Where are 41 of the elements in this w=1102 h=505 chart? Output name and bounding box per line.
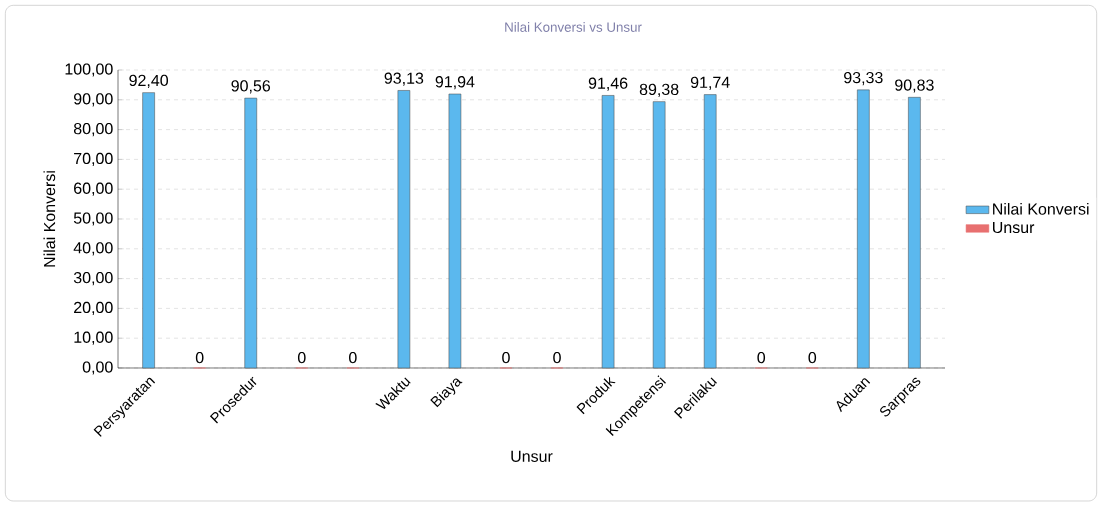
data-label: 90,56 [231,80,271,94]
legend-label: Nilai Konversi [993,203,1089,215]
bar [703,94,717,369]
data-label: 89,38 [639,83,679,97]
y-tick-label: 80,00 [73,122,113,137]
data-label: 0 [195,351,204,364]
y-tick-label: 50,00 [73,212,113,226]
y-tick-label: 90,00 [74,93,113,107]
x-axis-title: Unsur [511,450,553,462]
bar [601,95,615,369]
legend-label: Unsur [993,221,1035,234]
y-tick-label: 20,00 [74,301,113,315]
data-label: 0 [757,351,766,364]
data-label: 90,83 [895,79,934,93]
y-tick-label: 100,00 [65,63,113,77]
y-axis-title: Nilai Konversi [43,171,56,267]
bar [857,89,870,369]
chart-title: Nilai Konversi vs Unsur [505,22,642,32]
data-label: 91,74 [690,76,730,90]
data-label: 0 [502,351,510,364]
data-label: 93,13 [384,72,424,86]
data-label: 91,94 [435,76,475,90]
bar [142,92,155,369]
data-label: 0 [349,351,357,364]
data-label: 93,33 [844,71,883,86]
data-label: 0 [297,351,306,364]
y-tick-label: 0,00 [82,361,113,375]
bar [448,93,462,369]
bar [244,97,258,369]
data-label: 0 [808,351,817,364]
data-label: 0 [553,351,561,364]
y-tick-label: 60,00 [74,182,113,196]
y-tick-label: 30,00 [73,271,113,286]
y-tick-label: 10,00 [74,331,113,345]
data-label: 92,40 [129,74,169,88]
bar [652,101,666,369]
bar [397,90,411,369]
y-tick-label: 70,00 [74,152,113,166]
bar [908,97,921,369]
data-label: 91,46 [588,77,628,91]
y-tick-label: 40,00 [73,242,113,256]
